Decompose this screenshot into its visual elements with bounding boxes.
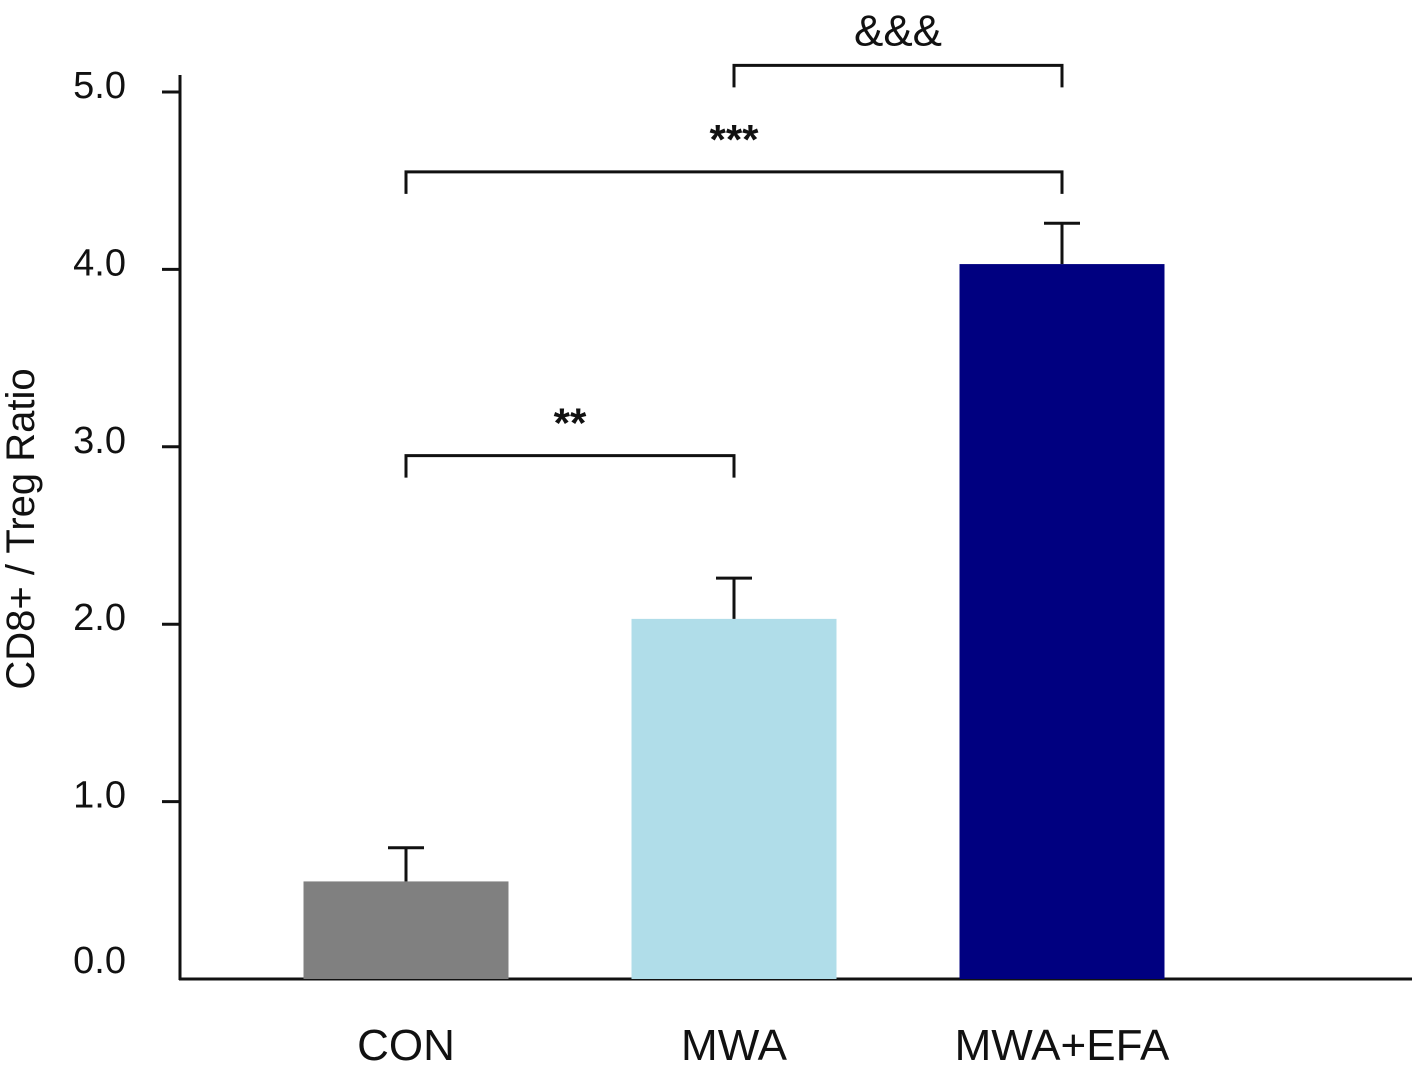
significance-bracket — [404, 170, 1064, 194]
bar-con — [303, 881, 509, 979]
x-axis: CON MWA MWA+EFA — [179, 977, 1412, 1067]
bars — [303, 264, 1165, 979]
x-tick-label: MWA — [681, 1021, 788, 1067]
significance-brackets: *****&&& — [404, 6, 1064, 478]
significance-label: *** — [709, 116, 759, 163]
bar-mwa-efa — [959, 264, 1165, 979]
y-axis: 0.0 1.0 2.0 3.0 4.0 5.0 — [73, 65, 182, 982]
y-tick-label: 2.0 — [73, 597, 126, 639]
significance-bracket — [404, 454, 736, 478]
significance-label: ** — [554, 400, 587, 447]
significance-label: &&& — [854, 6, 942, 55]
y-tick-label: 3.0 — [73, 420, 126, 462]
bar-mwa — [631, 618, 837, 979]
y-tick-label: 5.0 — [73, 65, 126, 107]
y-tick-label: 0.0 — [73, 940, 126, 982]
x-tick-label: MWA+EFA — [955, 1021, 1170, 1067]
significance-bracket — [732, 63, 1064, 88]
x-tick-label: CON — [357, 1021, 455, 1067]
y-axis-title: CD8+ / Treg Ratio — [0, 368, 43, 689]
y-tick-label: 1.0 — [73, 775, 126, 817]
y-tick-label: 4.0 — [73, 242, 126, 284]
error-bars — [388, 221, 1080, 882]
